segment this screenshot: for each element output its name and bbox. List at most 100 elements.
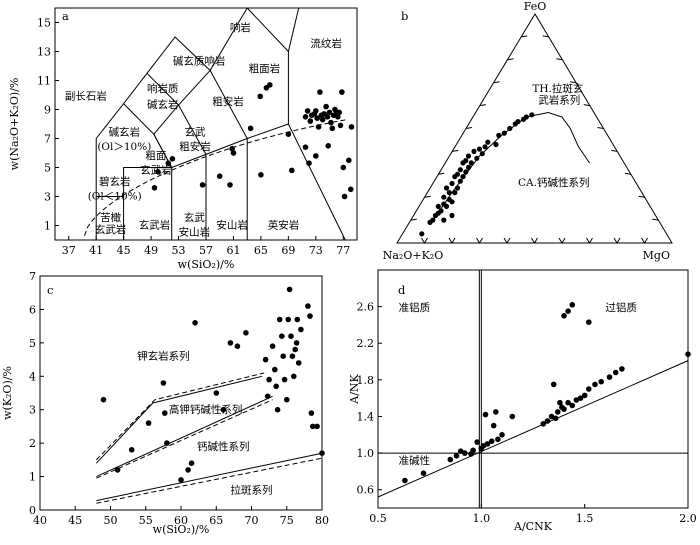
- data-point: [438, 208, 444, 214]
- data-point: [289, 167, 295, 174]
- data-point: [577, 395, 584, 402]
- data-point: [493, 141, 499, 148]
- data-point: [606, 374, 613, 380]
- field-label: 钙碱性系列: [197, 440, 250, 453]
- panel-d-letter: d: [398, 283, 406, 297]
- x-tick-label: 65: [254, 244, 268, 257]
- field-label: 玄武岩: [95, 223, 127, 236]
- field-label: 副长石岩: [65, 89, 107, 102]
- data-point: [272, 366, 278, 373]
- high-k-boundary-dashed: [96, 399, 273, 479]
- field-label: 碱玄质响岩: [173, 55, 226, 68]
- data-point: [465, 164, 472, 170]
- field-label: 钾玄岩系列: [137, 350, 190, 363]
- field-label: 玄武岩: [140, 163, 172, 176]
- data-point: [328, 119, 334, 126]
- data-point: [178, 477, 184, 483]
- data-point: [419, 231, 425, 237]
- data-point: [165, 160, 172, 166]
- data-point: [337, 122, 344, 129]
- field-boundary: [246, 7, 289, 52]
- x-tick-label: 49: [144, 244, 158, 257]
- field-boundary: [209, 70, 248, 240]
- y-tick-label: 1.8: [357, 374, 375, 387]
- field-label: 玄武: [185, 126, 206, 139]
- field-label: 拉斑系列: [231, 483, 273, 496]
- field-label: 高钾钙碱性系列: [169, 403, 243, 416]
- calc-alkaline-boundary: [96, 452, 323, 502]
- x-tick-label: 77: [336, 244, 350, 257]
- data-point: [463, 158, 469, 164]
- data-point: [302, 144, 309, 150]
- field-label: 粗安岩: [179, 140, 211, 153]
- data-point: [490, 422, 497, 429]
- data-point: [298, 326, 304, 333]
- x-tick-label: 0.5: [369, 512, 387, 525]
- data-point: [324, 114, 331, 120]
- high-k-boundary: [96, 395, 273, 478]
- data-point: [476, 146, 483, 152]
- data-point: [540, 421, 547, 427]
- data-point: [100, 396, 107, 403]
- data-point: [496, 132, 502, 138]
- data-point: [452, 190, 458, 196]
- data-point: [266, 376, 272, 383]
- calc-alkaline-boundary-dashed: [96, 457, 323, 504]
- data-point: [307, 313, 313, 319]
- x-axis-label: A/CNK: [513, 520, 553, 533]
- data-point: [279, 333, 285, 340]
- data-point: [258, 172, 264, 178]
- data-point: [220, 406, 227, 413]
- data-point: [313, 108, 319, 114]
- data-point: [471, 148, 477, 154]
- y-tick-label: 13: [37, 46, 51, 59]
- bottom-tick: [503, 237, 511, 244]
- x-tick-label: 37: [62, 244, 76, 257]
- y-tick-label: 2.6: [357, 301, 375, 314]
- x-tick-label: 45: [117, 244, 131, 257]
- x-tick-label: 41: [89, 244, 103, 257]
- data-point: [315, 124, 322, 130]
- data-point: [326, 109, 333, 116]
- data-point: [314, 115, 321, 121]
- field-label: 玄武岩: [139, 218, 171, 231]
- field-boundary: [287, 7, 300, 124]
- x-tick-label: 75: [280, 514, 294, 527]
- data-point: [308, 410, 315, 416]
- data-point: [515, 119, 521, 125]
- right-edge-tick: [611, 149, 618, 152]
- data-point: [460, 174, 466, 180]
- bottom-tick: [613, 237, 621, 244]
- data-point: [446, 190, 452, 196]
- x-tick-label: 55: [139, 514, 153, 527]
- left-edge-tick: [493, 81, 500, 84]
- data-point: [581, 392, 588, 399]
- data-point: [465, 153, 472, 159]
- field-label: 安山岩: [179, 226, 211, 239]
- data-point: [234, 343, 241, 350]
- x-tick-label: 53: [172, 244, 186, 257]
- shoshonite-boundary-dashed: [96, 372, 265, 461]
- panel-c: c40 45 50 55 60 65 70 75 8001234567w(SiO₂)/%w(K₂…: [1, 270, 329, 536]
- x-tick-label: 45: [68, 514, 82, 527]
- field-label: 过铝质: [605, 301, 637, 314]
- data-point: [449, 199, 455, 205]
- panel-a: a37 41 45 49 53 57 61 65 69 73 7713579111315w(SiO₂…: [8, 7, 358, 271]
- field-boundary: [146, 72, 207, 240]
- x-tick-label: 2.0: [679, 512, 697, 525]
- data-point: [598, 378, 604, 385]
- x-tick-label: 73: [309, 244, 323, 257]
- data-point: [443, 203, 450, 209]
- data-point: [485, 139, 491, 145]
- y-axis-label: A/NK: [348, 373, 361, 404]
- x-tick-label: 1.5: [576, 512, 594, 525]
- y-tick-label: 2.2: [357, 337, 375, 350]
- field-label: 碱玄岩: [147, 98, 179, 111]
- data-point: [314, 423, 320, 430]
- data-point: [247, 125, 254, 132]
- x-axis-label: w(SiO₂)/%: [153, 523, 210, 536]
- data-point: [447, 456, 454, 463]
- right-edge-tick: [624, 172, 631, 175]
- data-point: [269, 343, 276, 350]
